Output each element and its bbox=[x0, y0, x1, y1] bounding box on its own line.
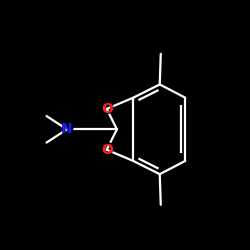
Text: O: O bbox=[101, 143, 113, 157]
Text: N: N bbox=[61, 122, 73, 136]
Text: O: O bbox=[100, 141, 114, 159]
Text: O: O bbox=[100, 100, 114, 118]
Text: N: N bbox=[60, 120, 74, 138]
Text: O: O bbox=[101, 102, 113, 116]
